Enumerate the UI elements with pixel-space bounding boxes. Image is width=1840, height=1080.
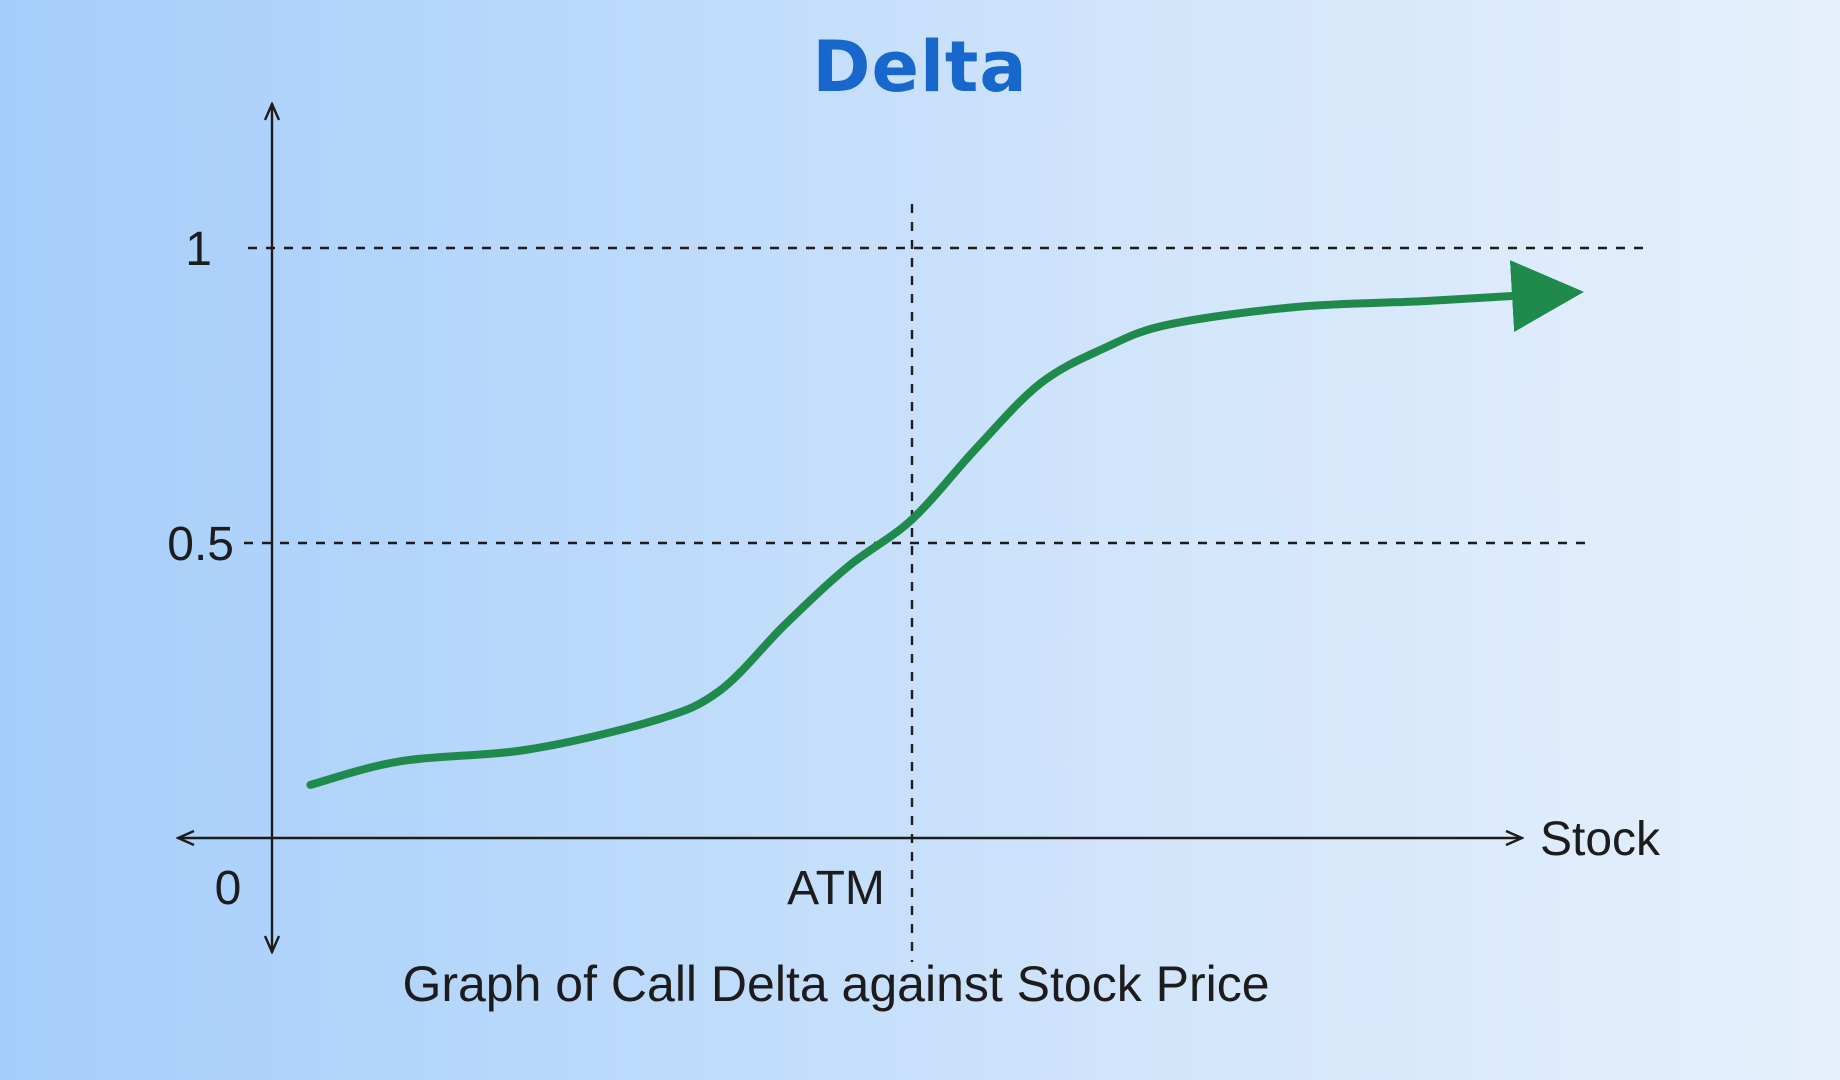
- chart-caption: Graph of Call Delta against Stock Price: [402, 956, 1269, 1012]
- y-tick-label-1: 1: [185, 223, 212, 276]
- y-tick-label-0-5: 0.5: [167, 518, 234, 571]
- x-axis-label: Stock: [1540, 813, 1661, 866]
- atm-label: ATM: [787, 862, 885, 915]
- call-delta-curve: [306, 260, 1584, 789]
- page-title: Delta: [812, 26, 1028, 108]
- origin-label: 0: [215, 862, 242, 915]
